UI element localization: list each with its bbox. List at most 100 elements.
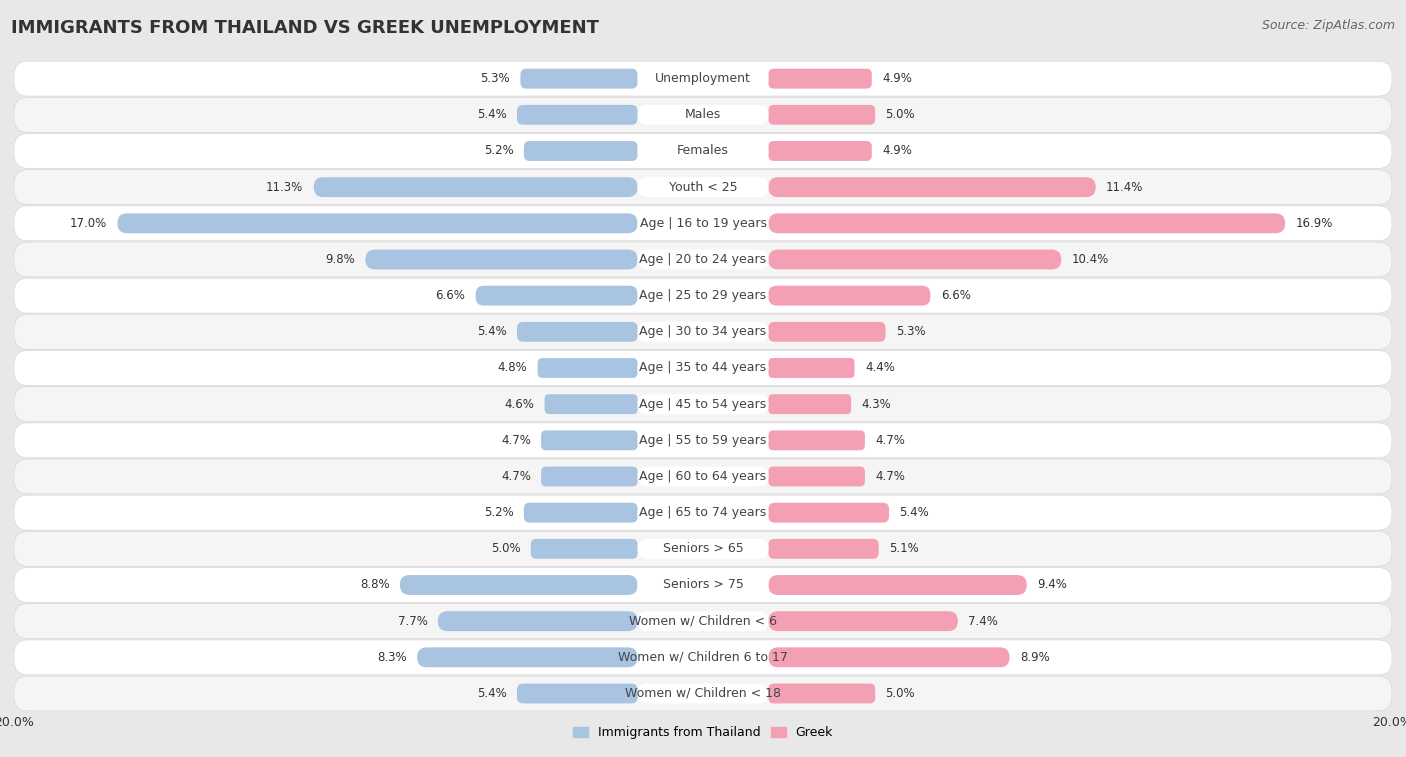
FancyBboxPatch shape xyxy=(769,684,875,703)
Text: Age | 25 to 29 years: Age | 25 to 29 years xyxy=(640,289,766,302)
FancyBboxPatch shape xyxy=(14,604,1392,638)
FancyBboxPatch shape xyxy=(637,466,769,487)
Text: 8.8%: 8.8% xyxy=(360,578,389,591)
Legend: Immigrants from Thailand, Greek: Immigrants from Thailand, Greek xyxy=(568,721,838,744)
Text: IMMIGRANTS FROM THAILAND VS GREEK UNEMPLOYMENT: IMMIGRANTS FROM THAILAND VS GREEK UNEMPL… xyxy=(11,19,599,37)
Text: Males: Males xyxy=(685,108,721,121)
Text: 7.7%: 7.7% xyxy=(398,615,427,628)
FancyBboxPatch shape xyxy=(14,640,1392,674)
Text: 4.7%: 4.7% xyxy=(875,434,905,447)
FancyBboxPatch shape xyxy=(399,575,637,595)
Text: 5.2%: 5.2% xyxy=(484,506,513,519)
Text: 10.4%: 10.4% xyxy=(1071,253,1109,266)
Text: 5.4%: 5.4% xyxy=(477,326,506,338)
FancyBboxPatch shape xyxy=(637,322,769,341)
FancyBboxPatch shape xyxy=(769,105,875,125)
FancyBboxPatch shape xyxy=(531,539,637,559)
FancyBboxPatch shape xyxy=(14,350,1392,385)
Text: 4.8%: 4.8% xyxy=(498,362,527,375)
FancyBboxPatch shape xyxy=(14,134,1392,168)
FancyBboxPatch shape xyxy=(517,105,637,125)
Text: Age | 60 to 64 years: Age | 60 to 64 years xyxy=(640,470,766,483)
FancyBboxPatch shape xyxy=(541,431,637,450)
Text: 16.9%: 16.9% xyxy=(1295,217,1333,230)
FancyBboxPatch shape xyxy=(769,250,1062,269)
FancyBboxPatch shape xyxy=(520,69,637,89)
FancyBboxPatch shape xyxy=(637,213,769,233)
FancyBboxPatch shape xyxy=(637,285,769,306)
FancyBboxPatch shape xyxy=(637,539,769,559)
FancyBboxPatch shape xyxy=(14,98,1392,132)
FancyBboxPatch shape xyxy=(637,250,769,269)
Text: Youth < 25: Youth < 25 xyxy=(669,181,737,194)
Text: 8.9%: 8.9% xyxy=(1019,651,1050,664)
Text: 11.3%: 11.3% xyxy=(266,181,304,194)
Text: Unemployment: Unemployment xyxy=(655,72,751,85)
FancyBboxPatch shape xyxy=(418,647,637,667)
FancyBboxPatch shape xyxy=(517,322,637,341)
Text: Age | 30 to 34 years: Age | 30 to 34 years xyxy=(640,326,766,338)
Text: 4.9%: 4.9% xyxy=(882,145,912,157)
FancyBboxPatch shape xyxy=(637,358,769,378)
FancyBboxPatch shape xyxy=(769,575,1026,595)
FancyBboxPatch shape xyxy=(14,170,1392,204)
FancyBboxPatch shape xyxy=(541,466,637,487)
FancyBboxPatch shape xyxy=(14,423,1392,458)
FancyBboxPatch shape xyxy=(637,177,769,197)
FancyBboxPatch shape xyxy=(769,394,851,414)
Text: 9.8%: 9.8% xyxy=(325,253,356,266)
FancyBboxPatch shape xyxy=(366,250,637,269)
FancyBboxPatch shape xyxy=(517,684,637,703)
FancyBboxPatch shape xyxy=(637,611,769,631)
Text: 9.4%: 9.4% xyxy=(1038,578,1067,591)
Text: Age | 35 to 44 years: Age | 35 to 44 years xyxy=(640,362,766,375)
FancyBboxPatch shape xyxy=(637,394,769,414)
FancyBboxPatch shape xyxy=(637,503,769,522)
FancyBboxPatch shape xyxy=(637,141,769,161)
FancyBboxPatch shape xyxy=(769,647,1010,667)
Text: 5.3%: 5.3% xyxy=(481,72,510,85)
FancyBboxPatch shape xyxy=(524,141,637,161)
FancyBboxPatch shape xyxy=(437,611,637,631)
Text: 5.1%: 5.1% xyxy=(889,542,918,556)
Text: Age | 55 to 59 years: Age | 55 to 59 years xyxy=(640,434,766,447)
Text: 7.4%: 7.4% xyxy=(969,615,998,628)
Text: 6.6%: 6.6% xyxy=(436,289,465,302)
Text: 5.4%: 5.4% xyxy=(477,108,506,121)
FancyBboxPatch shape xyxy=(14,459,1392,494)
FancyBboxPatch shape xyxy=(14,568,1392,603)
FancyBboxPatch shape xyxy=(769,431,865,450)
FancyBboxPatch shape xyxy=(14,314,1392,349)
FancyBboxPatch shape xyxy=(769,177,1095,197)
Text: 5.2%: 5.2% xyxy=(484,145,513,157)
FancyBboxPatch shape xyxy=(14,495,1392,530)
Text: 8.3%: 8.3% xyxy=(377,651,406,664)
Text: Age | 16 to 19 years: Age | 16 to 19 years xyxy=(640,217,766,230)
FancyBboxPatch shape xyxy=(14,61,1392,96)
Text: 5.4%: 5.4% xyxy=(900,506,929,519)
FancyBboxPatch shape xyxy=(637,105,769,125)
FancyBboxPatch shape xyxy=(544,394,637,414)
FancyBboxPatch shape xyxy=(769,213,1285,233)
FancyBboxPatch shape xyxy=(537,358,637,378)
Text: 4.6%: 4.6% xyxy=(505,397,534,410)
FancyBboxPatch shape xyxy=(14,206,1392,241)
Text: Source: ZipAtlas.com: Source: ZipAtlas.com xyxy=(1261,19,1395,32)
Text: 4.4%: 4.4% xyxy=(865,362,894,375)
FancyBboxPatch shape xyxy=(14,531,1392,566)
Text: Seniors > 75: Seniors > 75 xyxy=(662,578,744,591)
Text: 4.7%: 4.7% xyxy=(501,434,531,447)
Text: 17.0%: 17.0% xyxy=(70,217,107,230)
FancyBboxPatch shape xyxy=(117,213,637,233)
FancyBboxPatch shape xyxy=(769,285,931,306)
Text: 6.6%: 6.6% xyxy=(941,289,970,302)
Text: 5.0%: 5.0% xyxy=(886,108,915,121)
FancyBboxPatch shape xyxy=(769,539,879,559)
FancyBboxPatch shape xyxy=(637,684,769,703)
Text: Women w/ Children < 6: Women w/ Children < 6 xyxy=(628,615,778,628)
FancyBboxPatch shape xyxy=(637,575,769,595)
FancyBboxPatch shape xyxy=(637,431,769,450)
Text: 5.4%: 5.4% xyxy=(477,687,506,700)
Text: 5.0%: 5.0% xyxy=(886,687,915,700)
Text: 4.3%: 4.3% xyxy=(862,397,891,410)
